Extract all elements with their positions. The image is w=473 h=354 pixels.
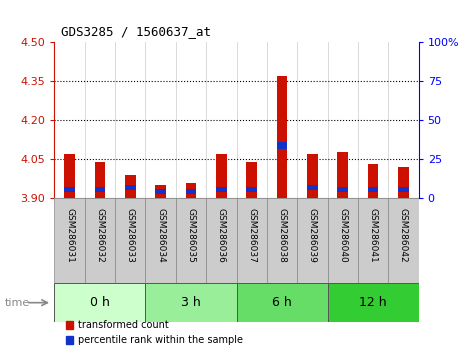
Bar — [216, 154, 227, 198]
Bar — [307, 154, 318, 198]
Text: GSM286037: GSM286037 — [247, 209, 256, 263]
Bar — [145, 283, 236, 322]
Bar — [145, 198, 176, 283]
Text: GSM286039: GSM286039 — [308, 209, 317, 263]
Bar — [236, 198, 267, 283]
Text: GSM286040: GSM286040 — [338, 209, 347, 263]
Bar — [206, 198, 236, 283]
Bar — [398, 167, 409, 198]
Text: GSM286035: GSM286035 — [186, 209, 195, 263]
Text: GSM286034: GSM286034 — [156, 209, 165, 263]
Bar — [337, 152, 348, 198]
Bar — [125, 175, 136, 198]
Bar — [398, 187, 409, 192]
Bar — [95, 162, 105, 198]
Bar — [368, 165, 378, 198]
Bar — [64, 187, 75, 192]
Bar — [277, 142, 287, 149]
Bar — [388, 198, 419, 283]
Text: time: time — [5, 298, 30, 308]
Bar — [297, 198, 327, 283]
Bar — [327, 283, 419, 322]
Bar — [337, 187, 348, 192]
Text: GSM286032: GSM286032 — [96, 209, 105, 263]
Bar — [186, 189, 196, 194]
Bar — [246, 187, 257, 192]
Legend: transformed count, percentile rank within the sample: transformed count, percentile rank withi… — [61, 316, 247, 349]
Bar — [358, 198, 388, 283]
Bar — [236, 283, 327, 322]
Text: GSM286042: GSM286042 — [399, 209, 408, 263]
Bar — [64, 154, 75, 198]
Bar — [115, 198, 146, 283]
Bar — [85, 198, 115, 283]
Text: GSM286031: GSM286031 — [65, 209, 74, 263]
Bar — [246, 162, 257, 198]
Bar — [216, 187, 227, 192]
Bar — [54, 283, 146, 322]
Text: 3 h: 3 h — [181, 296, 201, 309]
Text: 12 h: 12 h — [359, 296, 387, 309]
Text: 0 h: 0 h — [90, 296, 110, 309]
Bar — [267, 198, 297, 283]
Bar — [125, 185, 136, 190]
Bar — [307, 185, 318, 190]
Text: GSM286041: GSM286041 — [368, 209, 377, 263]
Bar — [277, 76, 287, 198]
Bar — [327, 198, 358, 283]
Bar — [155, 189, 166, 194]
Bar — [176, 198, 206, 283]
Text: GSM286033: GSM286033 — [126, 209, 135, 263]
Bar — [95, 187, 105, 192]
Bar — [368, 187, 378, 192]
Text: 6 h: 6 h — [272, 296, 292, 309]
Bar — [54, 198, 85, 283]
Bar — [186, 183, 196, 198]
Bar — [155, 185, 166, 198]
Text: GSM286036: GSM286036 — [217, 209, 226, 263]
Text: GDS3285 / 1560637_at: GDS3285 / 1560637_at — [61, 25, 211, 38]
Text: GSM286038: GSM286038 — [278, 209, 287, 263]
